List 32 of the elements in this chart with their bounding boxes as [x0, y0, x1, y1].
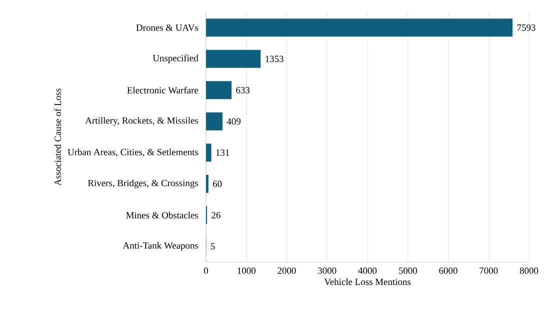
x-tick-label: 4000 — [358, 267, 377, 274]
y-axis-title: Associated Cause of Loss — [54, 88, 61, 186]
data-label: 633 — [236, 86, 250, 94]
bar — [206, 144, 212, 162]
bar — [206, 50, 261, 68]
y-tick-label: Rivers, Bridges, & Crossings — [88, 180, 198, 188]
x-tick-label: 2000 — [278, 267, 296, 274]
data-label: 131 — [216, 149, 230, 156]
x-tick-label: 0 — [204, 267, 208, 274]
y-tick-label: Urban Areas, Cities, & Setlements — [68, 148, 198, 157]
y-tick-label: Artillery, Rockets, & Missiles — [85, 117, 198, 126]
bar — [206, 81, 232, 100]
y-tick-label: Mines & Obstacles — [126, 212, 198, 218]
x-tick-label: 3000 — [318, 267, 336, 274]
data-label: 1353 — [266, 56, 284, 62]
x-tick-label: 7000 — [480, 267, 498, 274]
x-tick-label: 6000 — [439, 267, 458, 274]
y-tick-label: Unspecified — [152, 54, 198, 64]
x-tick-label: 1000 — [238, 267, 256, 274]
data-label: 26 — [212, 212, 220, 218]
y-tick-label: Electronic Warfare — [127, 86, 198, 94]
y-tick-label: Drones & UAVs — [136, 24, 198, 31]
data-label: 60 — [213, 180, 222, 188]
x-axis-title: Vehicle Loss Mentions — [324, 278, 411, 286]
bar — [206, 112, 223, 130]
bar — [206, 18, 513, 37]
y-tick-label: Anti-Tank Weapons — [122, 242, 198, 251]
x-tick-label: 8000 — [520, 267, 538, 274]
data-label: 7593 — [517, 24, 536, 31]
data-label: 409 — [226, 118, 241, 125]
data-label: 5 — [210, 243, 215, 250]
x-tick-label: 5000 — [398, 267, 417, 274]
